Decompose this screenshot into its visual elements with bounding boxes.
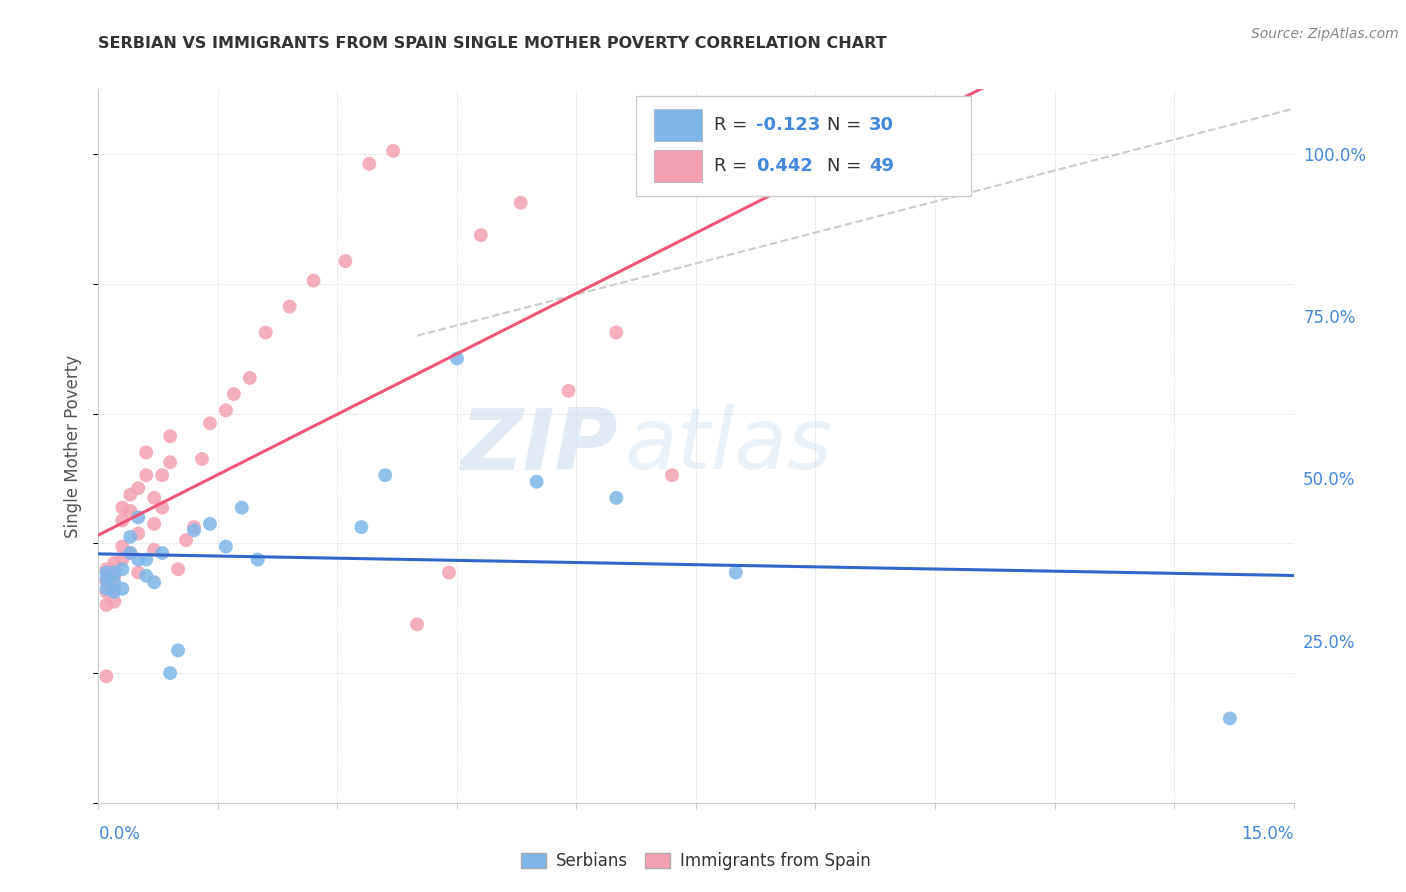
Point	[120, 546, 142, 560]
Point	[111, 582, 134, 596]
Point	[143, 491, 166, 505]
Point	[120, 530, 142, 544]
Point	[103, 585, 125, 599]
Point	[111, 540, 134, 554]
Point	[406, 617, 429, 632]
FancyBboxPatch shape	[654, 109, 702, 141]
Point	[127, 526, 149, 541]
Point	[143, 516, 166, 531]
Point	[135, 468, 157, 483]
Text: 0.442: 0.442	[756, 157, 813, 175]
FancyBboxPatch shape	[637, 96, 970, 196]
Point	[96, 575, 118, 590]
Legend: Serbians, Immigrants from Spain: Serbians, Immigrants from Spain	[515, 846, 877, 877]
Point	[103, 582, 125, 596]
Point	[135, 552, 157, 566]
Point	[96, 585, 118, 599]
FancyBboxPatch shape	[654, 150, 702, 182]
Text: N =: N =	[827, 116, 868, 134]
Point	[120, 546, 142, 560]
Point	[1219, 711, 1241, 725]
Point	[198, 516, 221, 531]
Point	[127, 510, 149, 524]
Text: 49: 49	[869, 157, 894, 175]
Point	[103, 595, 125, 609]
Point	[150, 546, 173, 560]
Point	[96, 598, 118, 612]
Point	[127, 566, 149, 580]
Text: 15.0%: 15.0%	[1241, 825, 1294, 843]
Point	[159, 429, 181, 443]
Point	[222, 387, 245, 401]
Point	[127, 481, 149, 495]
Point	[111, 514, 134, 528]
Point	[231, 500, 253, 515]
Point	[661, 468, 683, 483]
Point	[96, 669, 118, 683]
Point	[167, 643, 190, 657]
Point	[143, 542, 166, 557]
Point	[103, 556, 125, 570]
Text: R =: R =	[714, 157, 752, 175]
Point	[526, 475, 548, 489]
Point	[557, 384, 579, 398]
Point	[96, 572, 118, 586]
Point	[198, 417, 221, 431]
Point	[159, 666, 181, 681]
Text: 30: 30	[869, 116, 894, 134]
Point	[359, 157, 381, 171]
Point	[150, 500, 173, 515]
Point	[350, 520, 373, 534]
Text: Source: ZipAtlas.com: Source: ZipAtlas.com	[1251, 27, 1399, 41]
Point	[278, 300, 301, 314]
Text: R =: R =	[714, 116, 752, 134]
Point	[446, 351, 468, 366]
Point	[174, 533, 197, 547]
Text: N =: N =	[827, 157, 868, 175]
Text: -0.123: -0.123	[756, 116, 820, 134]
Point	[103, 568, 125, 582]
Point	[143, 575, 166, 590]
Point	[96, 566, 118, 580]
Point	[254, 326, 277, 340]
Point	[103, 566, 125, 580]
Point	[167, 562, 190, 576]
Point	[135, 445, 157, 459]
Point	[724, 566, 747, 580]
Point	[605, 491, 627, 505]
Point	[103, 575, 125, 590]
Point	[374, 468, 396, 483]
Point	[215, 403, 238, 417]
Point	[470, 228, 492, 243]
Point	[183, 520, 205, 534]
Point	[111, 552, 134, 566]
Point	[127, 552, 149, 566]
Text: SERBIAN VS IMMIGRANTS FROM SPAIN SINGLE MOTHER POVERTY CORRELATION CHART: SERBIAN VS IMMIGRANTS FROM SPAIN SINGLE …	[98, 36, 887, 51]
Point	[246, 552, 269, 566]
Point	[183, 524, 205, 538]
Point	[159, 455, 181, 469]
Point	[239, 371, 262, 385]
Point	[437, 566, 460, 580]
Point	[135, 568, 157, 582]
Point	[605, 326, 627, 340]
Point	[382, 144, 405, 158]
Point	[120, 504, 142, 518]
Point	[96, 562, 118, 576]
Point	[111, 500, 134, 515]
Point	[215, 540, 238, 554]
Y-axis label: Single Mother Poverty: Single Mother Poverty	[65, 354, 83, 538]
Text: 0.0%: 0.0%	[98, 825, 141, 843]
Point	[120, 488, 142, 502]
Point	[96, 582, 118, 596]
Point	[302, 274, 325, 288]
Text: ZIP: ZIP	[461, 404, 619, 488]
Point	[509, 195, 531, 210]
Text: atlas: atlas	[624, 404, 832, 488]
Point	[335, 254, 357, 268]
Point	[150, 468, 173, 483]
Point	[191, 452, 214, 467]
Point	[111, 562, 134, 576]
